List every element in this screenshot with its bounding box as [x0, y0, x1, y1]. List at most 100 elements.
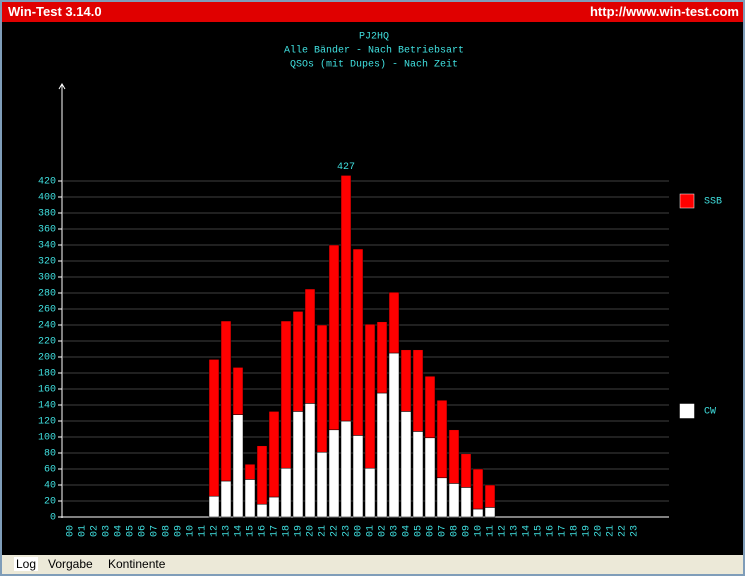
- y-tick-label: 200: [38, 353, 56, 364]
- tab[interactable]: Log: [14, 557, 39, 571]
- chart-subtitle: Alle Bänder - Nach Betriebsart: [284, 45, 464, 57]
- bar-segment: [412, 349, 424, 432]
- bar-segment: [472, 468, 484, 510]
- bar-segment: [328, 244, 340, 431]
- y-tick-label: 220: [38, 337, 56, 348]
- legend-label: CW: [704, 407, 716, 418]
- x-tick-label: 19: [582, 525, 593, 537]
- chart-title: PJ2HQ: [359, 32, 389, 43]
- y-tick-label: 120: [38, 417, 56, 428]
- bar-segment: [484, 484, 496, 508]
- y-tick-label: 180: [38, 369, 56, 380]
- window-title: Win-Test 3.14.0: [8, 4, 102, 19]
- bar-segment: [484, 507, 496, 518]
- bar-segment: [220, 320, 232, 482]
- bar-segment: [400, 411, 412, 518]
- bar-segment: [352, 435, 364, 518]
- x-tick-label: 20: [594, 525, 605, 537]
- bar-segment: [292, 411, 304, 518]
- x-tick-label: 05: [126, 525, 137, 537]
- legend-label: SSB: [704, 197, 722, 208]
- y-tick-label: 100: [38, 433, 56, 444]
- bar-segment: [424, 437, 436, 518]
- x-tick-label: 17: [270, 525, 281, 537]
- bar-segment: [256, 445, 268, 505]
- x-tick-label: 09: [174, 525, 185, 537]
- bar-segment: [376, 321, 388, 394]
- x-tick-label: 10: [186, 525, 197, 537]
- bar-segment: [388, 291, 400, 354]
- x-tick-label: 18: [570, 525, 581, 537]
- y-tick-label: 240: [38, 321, 56, 332]
- tab-bar: Log Vorgabe Kontinente: [2, 555, 743, 574]
- bar-segment: [220, 480, 232, 518]
- y-tick-label: 40: [44, 481, 56, 492]
- y-tick-label: 360: [38, 225, 56, 236]
- x-tick-label: 12: [210, 525, 221, 537]
- x-tick-label: 07: [150, 525, 161, 537]
- bar-segment: [460, 453, 472, 488]
- bar-segment: [292, 311, 304, 412]
- x-tick-label: 13: [222, 525, 233, 537]
- bar-segment: [460, 487, 472, 518]
- bar-segment: [232, 367, 244, 415]
- chart-subtitle: QSOs (mit Dupes) - Nach Zeit: [290, 59, 458, 71]
- bar-segment: [364, 467, 376, 518]
- bar-segment: [208, 495, 220, 518]
- y-tick-label: 420: [38, 177, 56, 188]
- axis-arrow: [58, 83, 66, 90]
- y-tick-label: 380: [38, 209, 56, 220]
- x-tick-label: 00: [66, 525, 77, 537]
- bar-segment: [328, 429, 340, 518]
- peak-label: 427: [337, 162, 355, 173]
- x-tick-label: 15: [246, 525, 257, 537]
- x-tick-label: 11: [486, 525, 497, 537]
- bar-segment: [340, 175, 352, 422]
- x-tick-label: 16: [546, 525, 557, 537]
- x-tick-label: 00: [354, 525, 365, 537]
- y-tick-label: 140: [38, 401, 56, 412]
- x-tick-label: 05: [414, 525, 425, 537]
- bar-segment: [436, 399, 448, 479]
- y-tick-label: 80: [44, 449, 56, 460]
- y-tick-label: 260: [38, 305, 56, 316]
- x-tick-label: 16: [258, 525, 269, 537]
- x-tick-label: 14: [234, 525, 245, 537]
- x-tick-label: 02: [378, 525, 389, 537]
- legend-swatch: [679, 403, 695, 419]
- x-tick-label: 22: [618, 525, 629, 537]
- x-tick-label: 23: [630, 525, 641, 537]
- x-tick-label: 19: [294, 525, 305, 537]
- x-tick-label: 21: [606, 525, 617, 537]
- x-tick-label: 09: [462, 525, 473, 537]
- bar-segment: [316, 324, 328, 453]
- x-tick-label: 01: [78, 525, 89, 537]
- bar-segment: [400, 349, 412, 412]
- y-tick-label: 320: [38, 257, 56, 268]
- y-tick-label: 0: [50, 513, 56, 524]
- tab[interactable]: Vorgabe: [48, 557, 93, 571]
- bar-segment: [304, 288, 316, 404]
- y-tick-label: 400: [38, 193, 56, 204]
- x-tick-label: 23: [342, 525, 353, 537]
- x-tick-label: 11: [198, 525, 209, 537]
- x-tick-label: 21: [318, 525, 329, 537]
- y-tick-label: 300: [38, 273, 56, 284]
- x-tick-label: 08: [450, 525, 461, 537]
- x-tick-label: 10: [474, 525, 485, 537]
- x-tick-label: 03: [102, 525, 113, 537]
- bar-segment: [232, 414, 244, 518]
- bar-segment: [208, 359, 220, 497]
- bar-segment: [244, 479, 256, 518]
- bar-segment: [364, 323, 376, 469]
- x-tick-label: 04: [114, 525, 125, 537]
- y-tick-label: 20: [44, 497, 56, 508]
- x-tick-label: 01: [366, 525, 377, 537]
- bar-segment: [268, 411, 280, 498]
- bar-segment: [352, 248, 364, 436]
- bar-segment: [256, 503, 268, 518]
- legend-swatch: [679, 193, 695, 209]
- y-tick-label: 340: [38, 241, 56, 252]
- tab[interactable]: Kontinente: [108, 557, 166, 571]
